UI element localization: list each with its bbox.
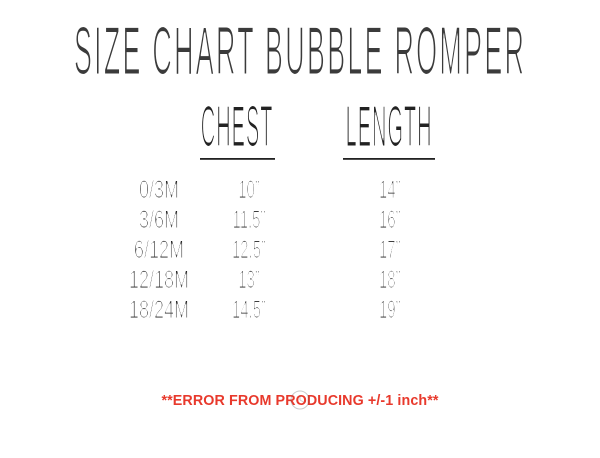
svg-text:0/3M: 0/3M [139, 175, 179, 204]
svg-text:12.5”: 12.5” [232, 236, 266, 264]
svg-text:18/24M: 18/24M [129, 295, 189, 324]
svg-text:6/12M: 6/12M [134, 235, 184, 264]
svg-text:3/6M: 3/6M [139, 205, 179, 234]
svg-text:10”: 10” [238, 176, 260, 204]
svg-text:11.5”: 11.5” [233, 206, 266, 234]
svg-text:13”: 13” [238, 266, 260, 294]
svg-text:18”: 18” [379, 266, 401, 294]
svg-text:14”: 14” [379, 176, 401, 204]
svg-text:12/18M: 12/18M [129, 265, 189, 294]
svg-text:14.5”: 14.5” [232, 296, 266, 324]
svg-text:19”: 19” [379, 296, 401, 324]
svg-text:CHEST: CHEST [201, 95, 274, 159]
svg-text:LENGTH: LENGTH [346, 95, 433, 159]
svg-text:16”: 16” [379, 206, 401, 234]
svg-text:17”: 17” [379, 236, 401, 264]
svg-text:SIZE CHART BUBBLE ROMPER: SIZE CHART BUBBLE ROMPER [74, 12, 526, 88]
